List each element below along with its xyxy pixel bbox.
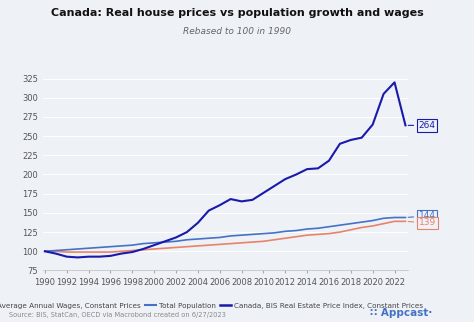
Text: ∷ Appcast·: ∷ Appcast· (370, 308, 432, 318)
Text: Source: BIS, StatCan, OECD via Macrobond created on 6/27/2023: Source: BIS, StatCan, OECD via Macrobond… (9, 312, 227, 318)
Text: Rebased to 100 in 1990: Rebased to 100 in 1990 (183, 27, 291, 36)
Text: 139: 139 (408, 218, 436, 227)
Legend: Average Annual Wages, Constant Prices, Total Population, Canada, BIS Real Estate: Average Annual Wages, Constant Prices, T… (0, 300, 426, 312)
Text: 264: 264 (408, 121, 436, 130)
Text: Canada: Real house prices vs population growth and wages: Canada: Real house prices vs population … (51, 8, 423, 18)
Text: 144: 144 (408, 212, 436, 221)
